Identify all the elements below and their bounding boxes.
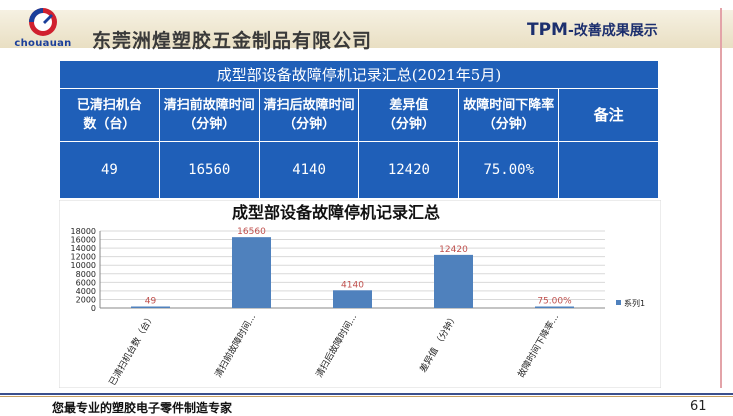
header-line1: 清扫后故障时间	[263, 98, 355, 113]
bar	[535, 306, 574, 308]
table-title: 成型部设备故障停机记录汇总(2021年5月)	[59, 60, 659, 89]
footer-bar	[0, 393, 733, 395]
page-number: 61	[690, 399, 707, 414]
y-tick-label: 18000	[71, 227, 96, 236]
table-header-row: 已清扫机台数（台） 清扫前故障时间 （分钟） 清扫后故障时间 （分钟） 差异值 （分钟…	[59, 88, 659, 142]
chart-bars: 49 16560 4140 12420 75.00%	[131, 227, 574, 308]
chart-legend: 系列1	[616, 298, 645, 308]
data-label: 49	[145, 297, 157, 307]
header-line1: 清扫前故障时间	[163, 98, 255, 113]
bar	[232, 237, 271, 308]
value-cell: 16560	[158, 141, 260, 199]
data-label: 4140	[341, 280, 364, 290]
slide-header: chouauan 东莞洲煌塑胶五金制品有限公司 TPM-改善成果展示	[0, 0, 733, 58]
decor-line	[720, 8, 722, 388]
header-line2: （分钟）	[382, 117, 435, 132]
company-name: 东莞洲煌塑胶五金制品有限公司	[92, 30, 373, 52]
header-cell-note: 备注	[558, 88, 659, 142]
company-logo-icon	[29, 8, 57, 36]
header-cell: 清扫前故障时间 （分钟）	[158, 88, 260, 142]
header-line2: 数（台）	[83, 117, 136, 132]
chart-title: 成型部设备故障停机记录汇总	[232, 203, 440, 222]
bar	[333, 290, 372, 308]
header-cell: 故障时间下降率 （分钟）	[458, 88, 560, 142]
header-line1: 已清扫机台	[76, 98, 142, 113]
data-label: 75.00%	[537, 297, 572, 307]
y-tick-label: 16000	[71, 236, 96, 245]
tpm-label: TPM	[527, 20, 568, 40]
summary-table: 成型部设备故障停机记录汇总(2021年5月) 已清扫机台数（台） 清扫前故障时间…	[59, 60, 659, 199]
value-cell: 4140	[258, 141, 360, 199]
y-tick-label: 2000	[76, 295, 96, 304]
header-line2: （分钟）	[283, 117, 336, 132]
value-cell: 75.00%	[458, 141, 560, 199]
y-tick-label: 14000	[71, 244, 96, 253]
legend-swatch	[616, 300, 621, 305]
value-cell-note	[558, 141, 659, 199]
data-label: 16560	[237, 227, 266, 237]
footer-bar-accent	[0, 396, 733, 397]
header-line1: 故障时间下降率	[463, 98, 555, 113]
logo-text: chouauan	[14, 38, 72, 49]
header-cell: 差异值 （分钟）	[358, 88, 460, 142]
bar	[434, 254, 473, 308]
table-title-row: 成型部设备故障停机记录汇总(2021年5月)	[59, 60, 659, 89]
value-cell: 49	[59, 141, 160, 199]
data-label: 12420	[439, 245, 468, 255]
y-tick-label: 12000	[71, 253, 96, 262]
y-tick-label: 0	[91, 304, 96, 313]
footer-slogan: 您最专业的塑胶电子零件制造专家	[52, 401, 233, 415]
header-cell: 已清扫机台数（台）	[59, 88, 160, 142]
bar	[131, 306, 170, 308]
header-line2: （分钟）	[482, 117, 535, 132]
header-band	[0, 10, 733, 48]
y-tick-label: 6000	[76, 278, 96, 287]
header-line2: （分钟）	[183, 117, 236, 132]
header-line1: 备注	[593, 105, 624, 124]
slide-tag: TPM-改善成果展示	[527, 20, 717, 44]
y-tick-label: 10000	[71, 261, 96, 270]
tpm-subtitle: -改善成果展示	[567, 23, 658, 39]
value-cell: 12420	[358, 141, 460, 199]
header-cell: 清扫后故障时间 （分钟）	[258, 88, 360, 142]
y-axis: 0200040006000800010000120001400016000180…	[71, 227, 101, 313]
y-tick-label: 8000	[76, 270, 96, 279]
bar-chart: 成型部设备故障停机记录汇总 02000400060008000100001200…	[59, 200, 661, 388]
y-tick-label: 4000	[76, 287, 96, 296]
legend-label: 系列1	[624, 298, 645, 308]
header-line1: 差异值	[389, 98, 429, 113]
table-value-row: 49 16560 4140 12420 75.00%	[59, 141, 659, 199]
